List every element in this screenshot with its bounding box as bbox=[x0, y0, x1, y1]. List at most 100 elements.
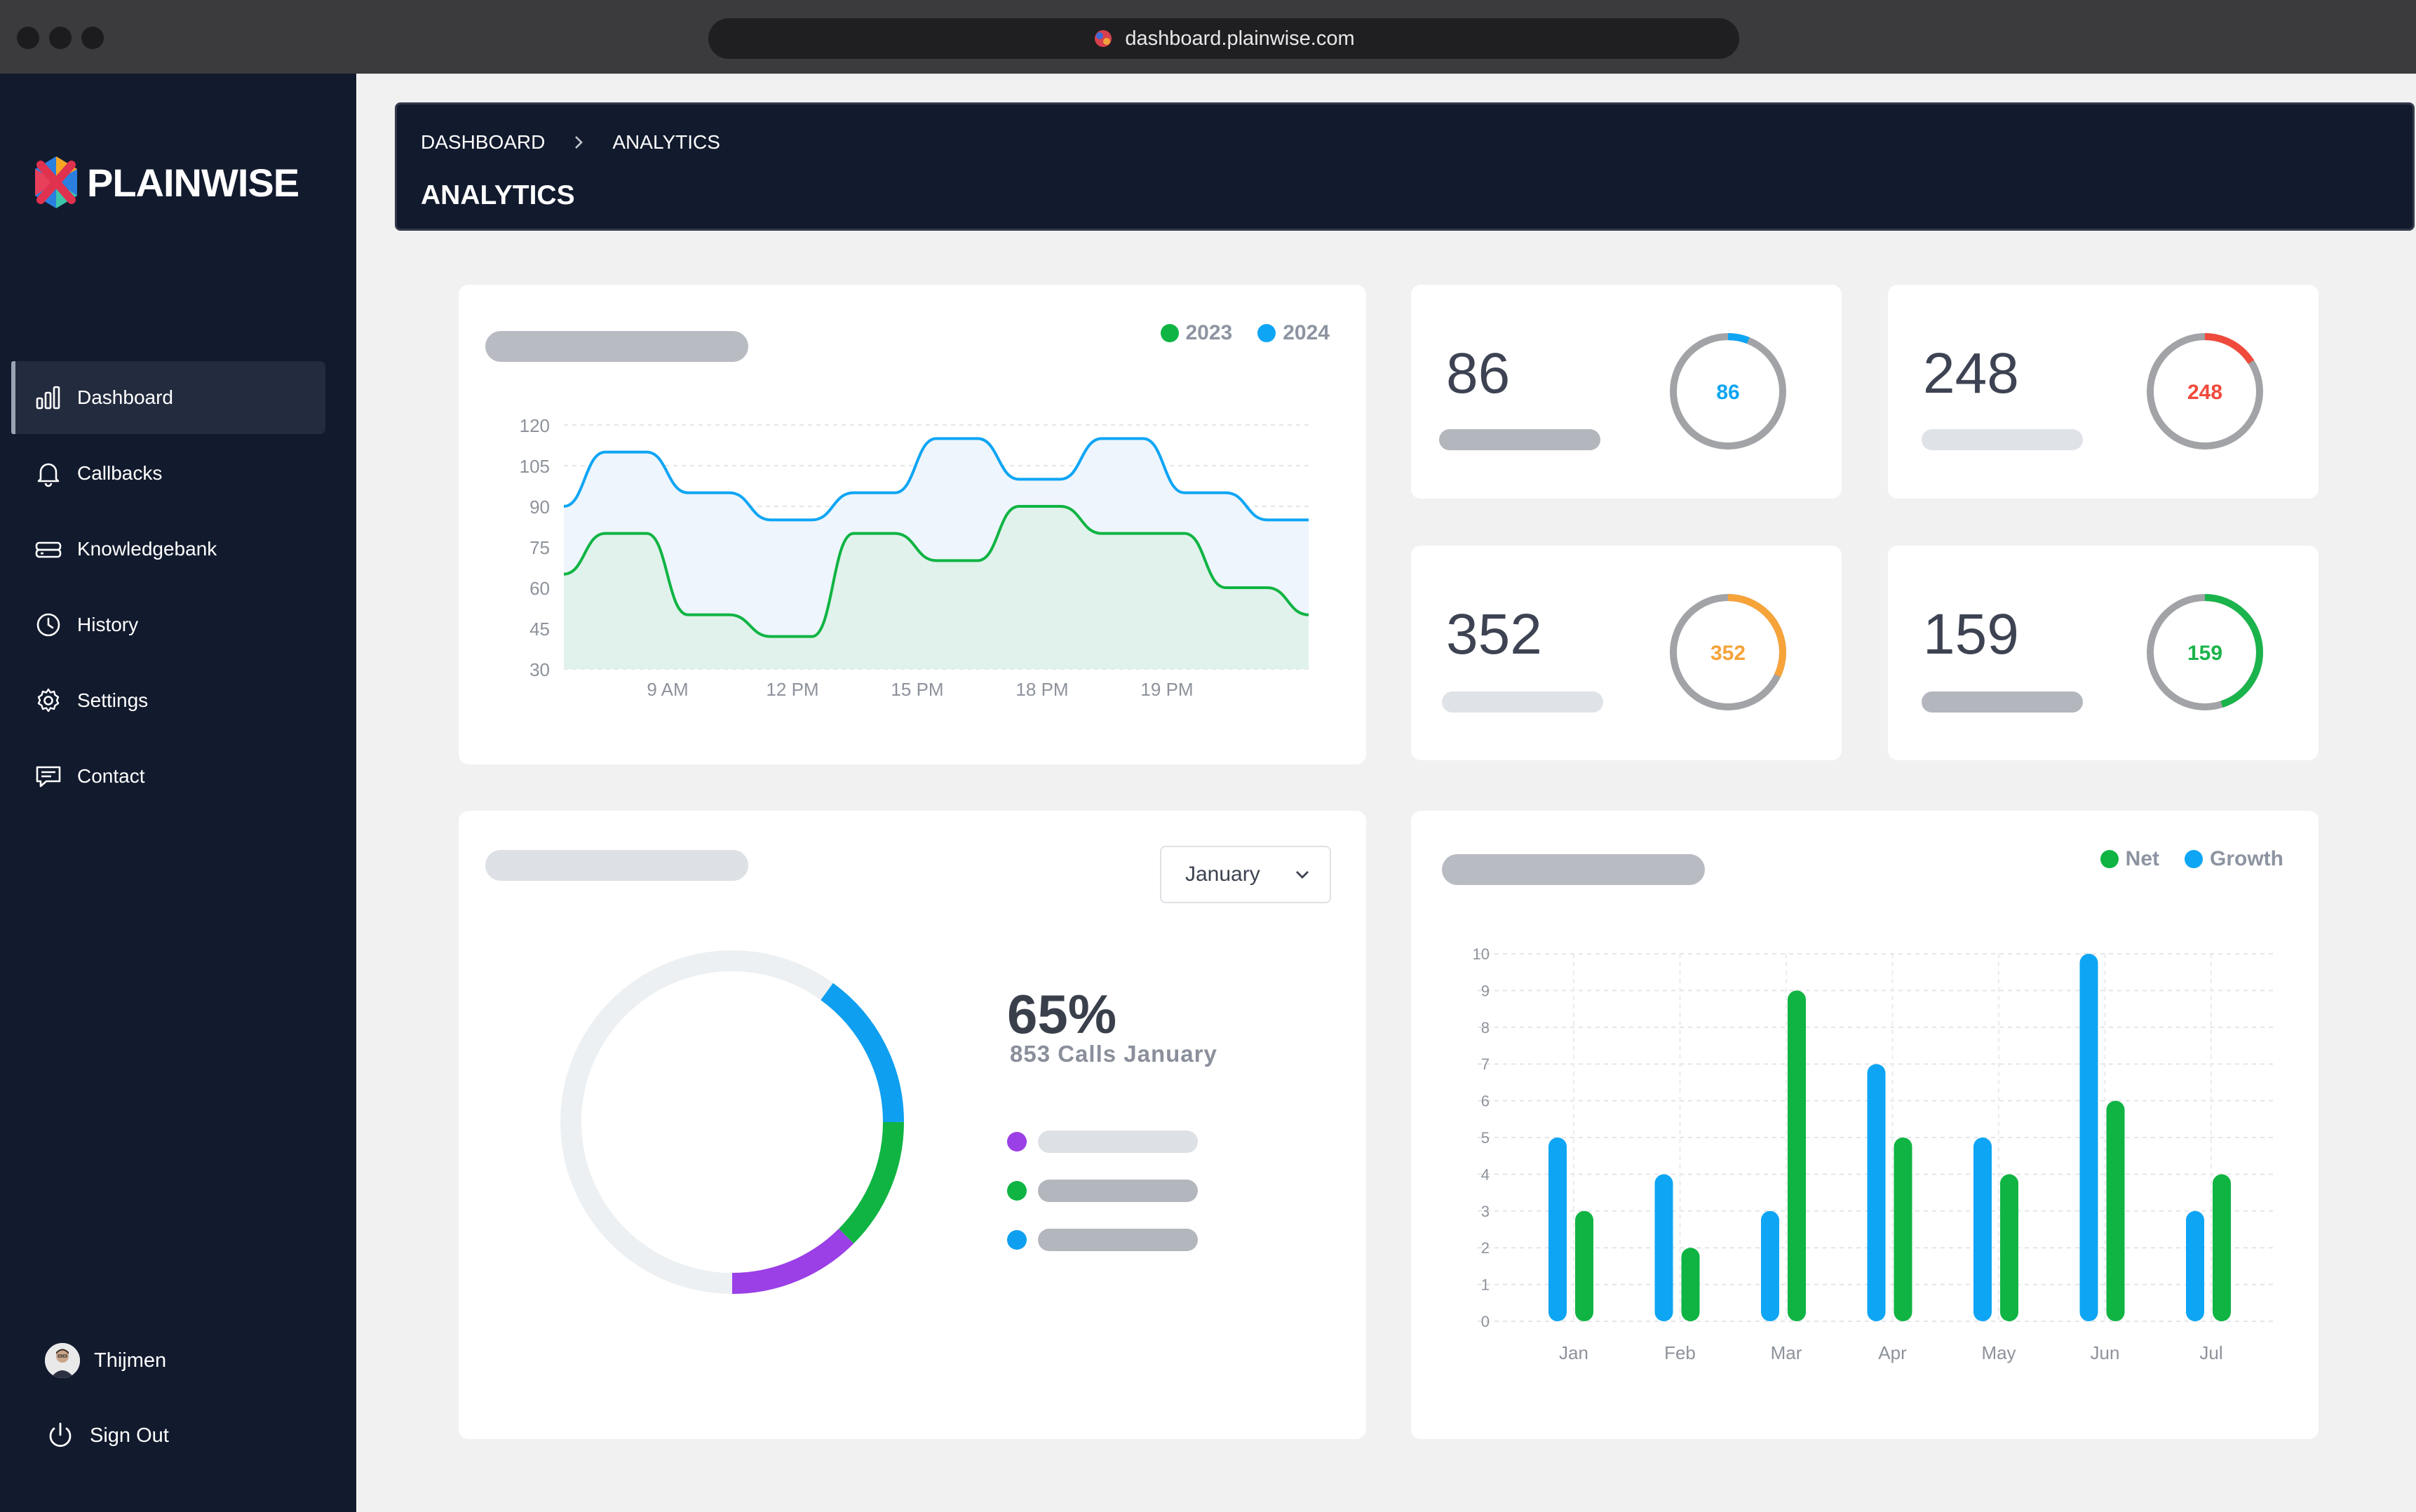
bar-net[interactable] bbox=[2186, 1210, 2204, 1321]
gear-icon bbox=[37, 688, 60, 713]
month-select[interactable]: January bbox=[1160, 846, 1331, 903]
sidebar-item-label: History bbox=[77, 614, 139, 635]
bar-growth[interactable] bbox=[2106, 1100, 2125, 1321]
legend-label: 2024 bbox=[1283, 321, 1330, 344]
card-title-placeholder bbox=[485, 331, 748, 362]
storage-icon bbox=[35, 541, 62, 558]
legend-item-net[interactable]: Net bbox=[2100, 847, 2159, 871]
bar-growth[interactable] bbox=[1681, 1248, 1700, 1321]
legend-label-placeholder bbox=[1038, 1229, 1198, 1251]
bar-growth[interactable] bbox=[2213, 1174, 2231, 1321]
y-tick-label: 4 bbox=[1481, 1166, 1490, 1183]
legend-dot bbox=[2185, 850, 2203, 868]
card-title-placeholder bbox=[1442, 854, 1705, 885]
browser-chrome: dashboard.plainwise.com bbox=[0, 0, 2416, 74]
stat-ring: 159 bbox=[2147, 594, 2263, 710]
stat-ring-arc bbox=[1670, 333, 1786, 450]
bar-growth[interactable] bbox=[2000, 1174, 2018, 1321]
user-profile[interactable]: Thijmen bbox=[45, 1343, 166, 1378]
address-bar[interactable]: dashboard.plainwise.com bbox=[708, 18, 1739, 59]
legend-label: Net bbox=[2125, 847, 2159, 870]
legend-item-growth[interactable]: Growth bbox=[2185, 847, 2283, 871]
sidebar-item-label: Callbacks bbox=[77, 462, 163, 484]
sidebar-item-contact[interactable]: Contact bbox=[11, 740, 325, 813]
stat-ring-label: 352 bbox=[1710, 642, 1746, 665]
y-tick-label: 120 bbox=[520, 415, 550, 436]
legend-dot bbox=[1007, 1230, 1027, 1250]
y-tick-label: 2 bbox=[1481, 1239, 1490, 1257]
bar-net[interactable] bbox=[1867, 1064, 1886, 1321]
stat-value: 352 bbox=[1446, 602, 1542, 666]
breadcrumb-analytics[interactable]: ANALYTICS bbox=[612, 131, 720, 153]
legend-label-placeholder bbox=[1038, 1130, 1198, 1153]
sidebar-item-settings[interactable]: Settings bbox=[11, 664, 325, 737]
sidebar-item-history[interactable]: History bbox=[11, 588, 325, 661]
stat-card: 352 352 bbox=[1411, 546, 1842, 760]
bar-growth[interactable] bbox=[1575, 1210, 1593, 1321]
x-tick-label: 9 AM bbox=[647, 679, 688, 700]
legend-dot bbox=[2100, 850, 2119, 868]
window-minimize-dot[interactable] bbox=[49, 27, 72, 49]
window-close-dot[interactable] bbox=[17, 27, 39, 49]
x-tick-label: Jun bbox=[2091, 1342, 2120, 1363]
line-chart-legend: 2023 2024 bbox=[1145, 321, 1330, 345]
legend-dot bbox=[1007, 1132, 1027, 1152]
donut-legend-item bbox=[1007, 1130, 1198, 1153]
month-select-value: January bbox=[1185, 863, 1260, 886]
x-tick-label: Feb bbox=[1664, 1342, 1696, 1363]
y-tick-label: 30 bbox=[529, 659, 550, 680]
x-tick-label: Jul bbox=[2199, 1342, 2222, 1363]
user-name: Thijmen bbox=[94, 1349, 167, 1372]
sign-out-button[interactable]: Sign Out bbox=[45, 1420, 169, 1451]
sidebar-item-dashboard[interactable]: Dashboard bbox=[11, 361, 325, 434]
site-favicon-icon bbox=[1095, 30, 1112, 47]
bar-net[interactable] bbox=[2079, 954, 2098, 1321]
stat-ring: 352 bbox=[1670, 594, 1786, 710]
line-chart: 120 105 90 75 60 45 30 9 AM 12 PM 15 PM 18 PM 19 PM bbox=[520, 415, 1309, 700]
x-tick-label: May bbox=[1981, 1342, 2016, 1363]
bar-growth[interactable] bbox=[1894, 1138, 1912, 1321]
area-fill-2023 bbox=[564, 506, 1309, 669]
plainwise-logo[interactable]: PLAINWISE bbox=[28, 152, 299, 212]
window-maximize-dot[interactable] bbox=[81, 27, 104, 49]
x-tick-label: 19 PM bbox=[1140, 679, 1193, 700]
x-tick-label: Jan bbox=[1559, 1342, 1588, 1363]
page-title: ANALYTICS bbox=[421, 180, 575, 210]
bar-net[interactable] bbox=[1761, 1210, 1779, 1321]
x-tick-label: 12 PM bbox=[766, 679, 818, 700]
legend-item-2024[interactable]: 2024 bbox=[1257, 321, 1330, 345]
stat-ring-label: 248 bbox=[2187, 381, 2222, 404]
y-tick-label: 3 bbox=[1481, 1203, 1490, 1220]
line-chart-card: 2023 2024 120 105 90 75 60 45 30 9 AM 12 PM 15 PM… bbox=[459, 285, 1366, 764]
legend-item-2023[interactable]: 2023 bbox=[1160, 321, 1233, 345]
donut-card: January 65% 853 Calls January bbox=[459, 811, 1366, 1439]
bar-net[interactable] bbox=[1973, 1138, 1992, 1321]
page-header: DASHBOARD ANALYTICS ANALYTICS bbox=[395, 102, 2415, 231]
sidebar-item-knowledgebank[interactable]: Knowledgebank bbox=[11, 513, 325, 586]
y-tick-label: 60 bbox=[529, 578, 550, 599]
bar-chart-card: Net Growth 10 9 8 7 6 5 4 3 2 1 0 Jan Feb Mar Apr May Ju… bbox=[1411, 811, 2319, 1439]
sidebar-item-callbacks[interactable]: Callbacks bbox=[11, 437, 325, 510]
bar-growth[interactable] bbox=[1788, 990, 1806, 1321]
legend-dot bbox=[1257, 324, 1276, 342]
donut-legend-item bbox=[1007, 1180, 1198, 1202]
stat-ring-arc bbox=[1670, 594, 1786, 710]
donut-legend-item bbox=[1007, 1229, 1198, 1251]
breadcrumb-dashboard[interactable]: DASHBOARD bbox=[421, 131, 546, 153]
x-tick-label: 15 PM bbox=[891, 679, 943, 700]
legend-label: Growth bbox=[2210, 847, 2283, 870]
stat-ring-label: 159 bbox=[2187, 642, 2222, 665]
x-tick-label: 18 PM bbox=[1015, 679, 1068, 700]
stat-label-placeholder bbox=[1439, 429, 1600, 450]
legend-dot bbox=[1007, 1181, 1027, 1201]
y-tick-label: 105 bbox=[520, 456, 550, 477]
stat-card: 159 159 bbox=[1888, 546, 2319, 760]
legend-label: 2023 bbox=[1185, 321, 1233, 344]
url-text: dashboard.plainwise.com bbox=[1125, 27, 1355, 50]
bar-net[interactable] bbox=[1654, 1174, 1673, 1321]
y-tick-label: 7 bbox=[1481, 1055, 1490, 1073]
bar-net[interactable] bbox=[1548, 1138, 1567, 1321]
stat-ring-arc bbox=[2147, 333, 2263, 450]
x-tick-label: Apr bbox=[1878, 1342, 1907, 1363]
